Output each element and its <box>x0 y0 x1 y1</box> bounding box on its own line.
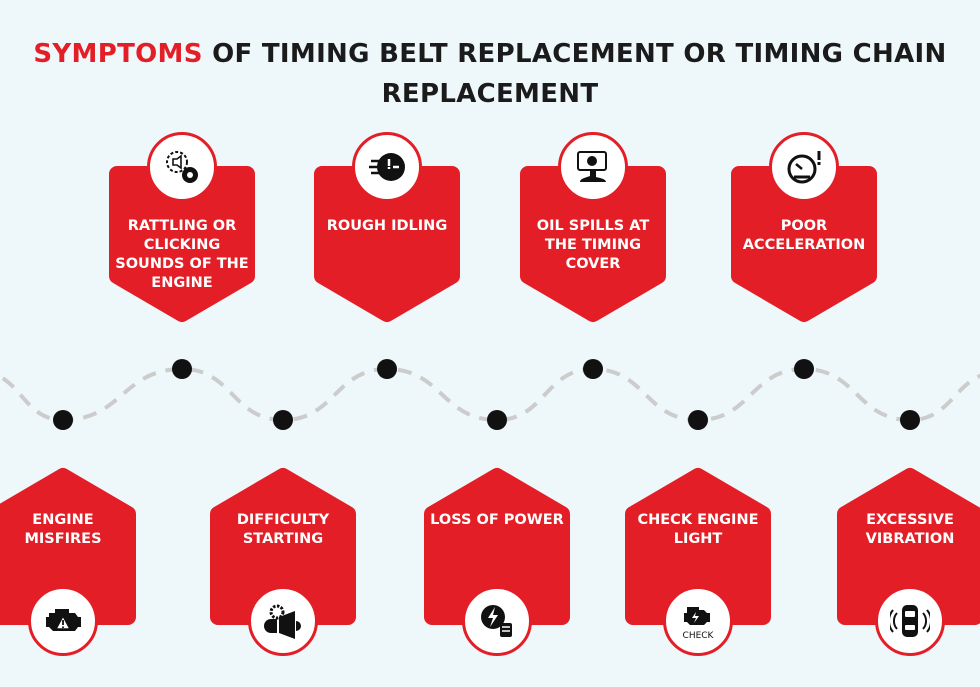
power-loss-icon <box>462 586 532 656</box>
check-label: CHECK <box>683 631 715 641</box>
timeline-dot <box>583 359 603 379</box>
title-rest: OF TIMING BELT REPLACEMENT OR TIMING CHA… <box>202 39 947 69</box>
card-label: DIFFICULTY STARTING <box>236 512 330 547</box>
starter-gear-icon <box>248 586 318 656</box>
card-label: ENGINE MISFIRES <box>24 512 102 547</box>
title-accent: SYMPTOMS <box>33 39 203 69</box>
card-label: POOR ACCELERATION <box>742 218 866 253</box>
title-line2: REPLACEMENT <box>381 79 599 109</box>
page-title: SYMPTOMS OF TIMING BELT REPLACEMENT OR T… <box>0 34 980 114</box>
card-label: LOSS OF POWER <box>430 512 564 528</box>
timeline-dot <box>794 359 814 379</box>
speedometer-warning-icon <box>769 132 839 202</box>
timeline-dot <box>273 410 293 430</box>
card-label: EXCESSIVE VIBRATION <box>865 512 955 547</box>
timeline-dot <box>487 410 507 430</box>
dashed-wave-line <box>0 366 980 423</box>
card-shape <box>731 166 877 322</box>
gear-sound-icon <box>147 132 217 202</box>
card-label: OIL SPILLS AT THE TIMING COVER <box>536 218 650 272</box>
oil-spill-icon <box>558 132 628 202</box>
rough-idle-icon <box>352 132 422 202</box>
engine-warning-icon <box>28 586 98 656</box>
car-vibration-icon <box>875 586 945 656</box>
timeline-dot <box>900 410 920 430</box>
card-label: CHECK ENGINE LIGHT <box>637 512 759 547</box>
timeline-dot <box>53 410 73 430</box>
card-label: ROUGH IDLING <box>326 218 448 234</box>
card-label: RATTLING OR CLICKING SOUNDS OF THE ENGIN… <box>115 218 249 291</box>
card-shape <box>109 166 255 322</box>
timeline-dot <box>377 359 397 379</box>
timeline-dot <box>688 410 708 430</box>
timeline-dot <box>172 359 192 379</box>
card-shape <box>314 166 460 322</box>
check-engine-icon: CHECK <box>663 586 733 656</box>
card-shape <box>520 166 666 322</box>
